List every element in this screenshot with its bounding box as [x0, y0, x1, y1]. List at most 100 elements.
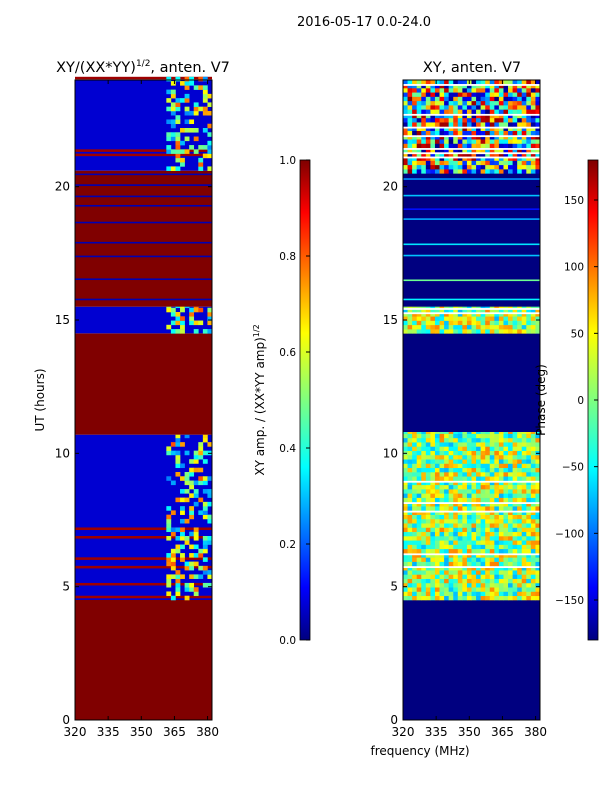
- phase-cell: [407, 156, 413, 161]
- phase-cell: [530, 134, 536, 140]
- phase-cell: [508, 531, 513, 537]
- amp-cell: [175, 102, 181, 107]
- phase-cell: [412, 574, 417, 579]
- phase-cell: [480, 109, 486, 114]
- phase-cell: [462, 105, 468, 110]
- phase-cell: [444, 514, 449, 520]
- phase-cell: [439, 117, 445, 123]
- phase-cell: [498, 518, 504, 524]
- phase-cell: [466, 437, 472, 443]
- amp-cell: [170, 553, 176, 558]
- phase-cell: [508, 536, 513, 541]
- phase-cell: [498, 147, 504, 153]
- amp-cell: [189, 320, 195, 326]
- phase-cell: [471, 152, 477, 157]
- phase-cell: [462, 476, 468, 481]
- phase-cell: [466, 320, 472, 326]
- phase-cell: [430, 497, 436, 503]
- phase-cell: [517, 329, 523, 334]
- phase-cell: [457, 514, 463, 520]
- phase-cell: [480, 582, 486, 588]
- phase-cell: [517, 463, 523, 469]
- phase-cell: [434, 316, 440, 321]
- phase-cell: [403, 531, 408, 537]
- phase-cell: [494, 147, 500, 153]
- phase-cell: [421, 565, 427, 571]
- phase-cell: [494, 561, 500, 567]
- phase-cell: [508, 540, 513, 545]
- phase-cell: [466, 134, 472, 140]
- phase-colorbar-tick-label: 0: [577, 395, 584, 407]
- phase-cell: [508, 147, 513, 153]
- phase-cell: [535, 595, 541, 601]
- phase-cell: [521, 169, 527, 174]
- phase-cell: [535, 591, 541, 597]
- phase-cell: [462, 595, 468, 601]
- phase-cell: [526, 459, 532, 464]
- phase-cell: [471, 437, 477, 443]
- phase-cell: [535, 561, 541, 567]
- amp-cell: [202, 476, 208, 481]
- phase-cell: [489, 312, 495, 317]
- phase-cell: [530, 591, 536, 597]
- phase-cell: [508, 514, 513, 520]
- phase-cell: [471, 329, 477, 334]
- amp-stripe-line: [75, 241, 212, 244]
- phase-cell: [508, 587, 513, 592]
- phase-cell: [530, 433, 536, 439]
- phase-cell: [530, 122, 536, 127]
- phase-cell: [403, 169, 408, 174]
- phase-cell: [489, 130, 495, 136]
- phase-cell: [412, 147, 417, 153]
- phase-cell: [494, 433, 500, 439]
- phase-cell: [448, 117, 454, 123]
- amp-cell: [170, 149, 176, 154]
- phase-cell: [512, 126, 518, 131]
- phase-cell: [489, 160, 495, 166]
- phase-cell: [476, 83, 481, 89]
- amp-cell: [175, 582, 181, 588]
- amp-cell: [189, 145, 195, 150]
- phase-cell: [412, 578, 417, 584]
- phase-cell: [471, 446, 477, 451]
- phase-cell: [430, 582, 436, 588]
- amp-cell: [175, 153, 181, 159]
- phase-cell: [439, 553, 445, 558]
- amp-cell: [166, 536, 172, 541]
- phase-cell: [498, 152, 504, 157]
- phase-cell: [453, 582, 459, 588]
- phase-cell: [430, 164, 436, 170]
- phase-cell: [471, 587, 477, 592]
- phase-cell: [476, 574, 481, 579]
- phase-cell: [508, 472, 513, 477]
- amp-cell: [170, 565, 176, 571]
- phase-cell: [416, 472, 422, 477]
- phase-cell: [434, 96, 440, 102]
- phase-cell: [416, 329, 422, 334]
- phase-cell: [489, 88, 495, 93]
- phase-cell: [512, 122, 518, 127]
- phase-cell: [448, 92, 454, 97]
- phase-cell: [521, 143, 527, 149]
- phase-cell: [453, 459, 459, 464]
- phase-cell: [412, 570, 417, 575]
- phase-cell: [403, 463, 408, 469]
- phase-cell: [498, 316, 504, 321]
- phase-cell: [508, 160, 513, 166]
- phase-cell: [489, 527, 495, 533]
- phase-colorbar-tick-label: −150: [555, 595, 584, 607]
- phase-cell: [480, 531, 486, 537]
- phase-cell: [425, 450, 431, 456]
- phase-cell: [489, 316, 495, 321]
- phase-cell: [439, 134, 445, 140]
- phase-cell: [416, 113, 422, 119]
- phase-cell: [416, 134, 422, 140]
- phase-cell: [407, 117, 413, 123]
- phase-cell: [403, 527, 408, 533]
- phase-cell: [416, 147, 422, 153]
- phase-cell: [430, 595, 436, 601]
- phase-cell: [430, 122, 436, 127]
- phase-cell: [403, 514, 408, 520]
- phase-cell: [471, 117, 477, 123]
- phase-heatmap-cells: [403, 79, 541, 720]
